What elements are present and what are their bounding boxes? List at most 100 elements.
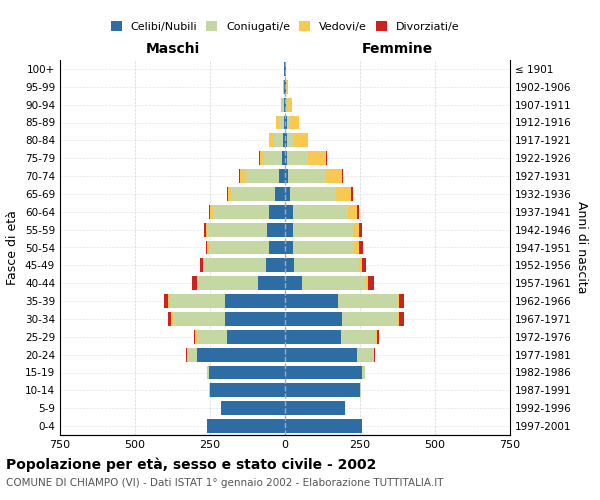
Bar <box>285 258 294 272</box>
Bar <box>204 222 205 236</box>
Bar <box>225 312 285 326</box>
Bar <box>293 222 353 236</box>
Bar <box>308 151 326 165</box>
Bar <box>275 187 285 201</box>
Bar <box>269 205 285 219</box>
Text: Femmine: Femmine <box>362 42 433 56</box>
Bar <box>231 187 275 201</box>
Bar <box>203 258 204 272</box>
Bar <box>285 312 342 326</box>
Bar <box>197 330 227 344</box>
Bar <box>274 134 283 147</box>
Bar <box>290 116 299 130</box>
Bar <box>359 222 361 236</box>
Bar <box>325 169 342 183</box>
Bar <box>227 330 285 344</box>
Bar <box>267 222 285 236</box>
Bar <box>209 240 269 254</box>
Bar <box>285 187 290 201</box>
Bar <box>285 384 360 398</box>
Bar <box>207 240 209 254</box>
Bar <box>342 312 398 326</box>
Bar <box>375 330 377 344</box>
Bar <box>285 240 293 254</box>
Bar <box>285 151 287 165</box>
Bar <box>171 312 173 326</box>
Bar <box>282 98 284 112</box>
Bar <box>361 258 366 272</box>
Bar <box>399 312 404 326</box>
Bar <box>357 348 373 362</box>
Bar <box>373 348 374 362</box>
Bar <box>192 276 197 290</box>
Bar <box>398 294 399 308</box>
Bar <box>198 276 258 290</box>
Bar <box>276 116 279 130</box>
Bar <box>287 134 294 147</box>
Bar <box>260 151 264 165</box>
Bar <box>209 366 285 380</box>
Bar <box>228 187 231 201</box>
Bar <box>353 222 359 236</box>
Bar <box>285 134 287 147</box>
Bar <box>281 98 282 112</box>
Bar <box>326 151 327 165</box>
Bar <box>294 258 359 272</box>
Bar <box>187 348 197 362</box>
Bar <box>282 151 285 165</box>
Bar <box>239 169 240 183</box>
Bar <box>284 116 285 130</box>
Bar <box>213 205 269 219</box>
Bar <box>168 312 171 326</box>
Bar <box>290 187 336 201</box>
Bar <box>399 294 404 308</box>
Text: Maschi: Maschi <box>145 42 200 56</box>
Bar <box>221 401 285 415</box>
Bar <box>398 312 399 326</box>
Bar <box>354 240 359 254</box>
Bar <box>285 276 302 290</box>
Bar <box>259 151 260 165</box>
Bar <box>374 348 375 362</box>
Bar <box>284 98 285 112</box>
Bar <box>207 222 267 236</box>
Bar <box>351 187 353 201</box>
Bar <box>368 276 374 290</box>
Bar <box>360 384 361 398</box>
Bar <box>240 169 245 183</box>
Bar <box>285 330 341 344</box>
Bar <box>361 366 365 380</box>
Bar <box>285 401 345 415</box>
Bar <box>285 222 293 236</box>
Bar <box>283 134 285 147</box>
Bar <box>245 169 279 183</box>
Y-axis label: Anni di nascita: Anni di nascita <box>575 201 588 294</box>
Bar <box>294 134 308 147</box>
Bar <box>197 348 285 362</box>
Bar <box>204 258 265 272</box>
Bar <box>366 276 368 290</box>
Bar <box>359 258 361 272</box>
Bar <box>287 116 290 130</box>
Bar <box>287 98 292 112</box>
Bar <box>285 348 357 362</box>
Bar <box>377 330 379 344</box>
Bar <box>225 294 285 308</box>
Bar <box>336 187 351 201</box>
Y-axis label: Fasce di età: Fasce di età <box>7 210 19 285</box>
Bar <box>258 276 285 290</box>
Bar <box>285 419 361 433</box>
Bar <box>285 169 288 183</box>
Bar <box>284 80 285 94</box>
Bar <box>207 366 209 380</box>
Bar <box>285 205 293 219</box>
Bar <box>210 205 213 219</box>
Bar <box>209 205 210 219</box>
Bar <box>279 116 284 130</box>
Bar <box>197 276 198 290</box>
Bar <box>207 419 285 433</box>
Bar <box>285 294 337 308</box>
Bar <box>209 384 210 398</box>
Bar <box>342 169 343 183</box>
Bar <box>279 169 285 183</box>
